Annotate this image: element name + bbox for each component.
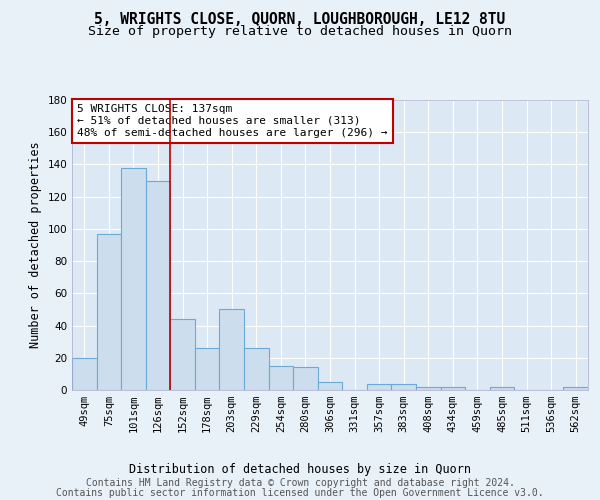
- Bar: [220, 310, 244, 390]
- Bar: [195, 348, 220, 390]
- Bar: [121, 168, 146, 390]
- Y-axis label: Number of detached properties: Number of detached properties: [29, 142, 42, 348]
- Bar: [318, 382, 342, 390]
- Text: Distribution of detached houses by size in Quorn: Distribution of detached houses by size …: [129, 462, 471, 475]
- Text: Size of property relative to detached houses in Quorn: Size of property relative to detached ho…: [88, 25, 512, 38]
- Text: 5, WRIGHTS CLOSE, QUORN, LOUGHBOROUGH, LE12 8TU: 5, WRIGHTS CLOSE, QUORN, LOUGHBOROUGH, L…: [94, 12, 506, 28]
- Bar: [269, 366, 293, 390]
- Bar: [146, 180, 170, 390]
- Bar: [440, 387, 465, 390]
- Bar: [72, 358, 97, 390]
- Text: Contains HM Land Registry data © Crown copyright and database right 2024.: Contains HM Land Registry data © Crown c…: [86, 478, 514, 488]
- Bar: [170, 319, 195, 390]
- Bar: [563, 387, 588, 390]
- Bar: [367, 384, 391, 390]
- Bar: [416, 387, 440, 390]
- Bar: [293, 368, 318, 390]
- Bar: [97, 234, 121, 390]
- Bar: [391, 384, 416, 390]
- Bar: [490, 387, 514, 390]
- Text: 5 WRIGHTS CLOSE: 137sqm
← 51% of detached houses are smaller (313)
48% of semi-d: 5 WRIGHTS CLOSE: 137sqm ← 51% of detache…: [77, 104, 388, 138]
- Bar: [244, 348, 269, 390]
- Text: Contains public sector information licensed under the Open Government Licence v3: Contains public sector information licen…: [56, 488, 544, 498]
